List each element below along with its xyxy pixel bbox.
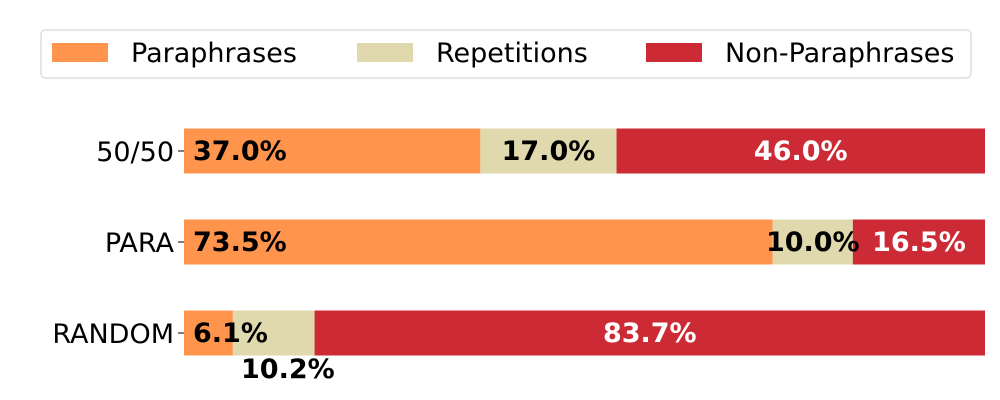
bar-random-paraphrases [184,310,233,356]
bar-random-non-paraphrases [314,310,985,356]
y-tick-label-50-50: 50/50 [96,137,174,168]
legend-label-paraphrases: Paraphrases [131,38,297,69]
bar-para-non-paraphrases [852,219,985,265]
data-label-random-paraphrases: 6.1% [193,318,268,349]
bars [184,128,985,356]
data-label-para-repetitions: 10.0% [766,227,860,258]
data-label-50-50-paraphrases: 37.0% [193,136,287,167]
y-tick-label-random: RANDOM [52,319,174,350]
legend: Paraphrases Repetitions Non-Paraphrases [40,29,972,79]
bar-random-repetitions [232,310,315,356]
data-label-50-50-repetitions: 17.0% [502,136,596,167]
data-label-50-50-non-paraphrases: 46.0% [754,136,848,167]
y-tick-label-para: PARA [105,228,175,259]
bar-50-50-paraphrases [184,128,481,174]
legend-label-non-paraphrases: Non-Paraphrases [725,38,954,69]
data-labels: 37.0% 17.0% 46.0% 73.5% 10.0% 16.5% 6.1% 10.2% 8… [193,136,966,385]
data-label-para-paraphrases: 73.5% [193,227,287,258]
bar-para-repetitions [772,219,853,265]
legend-swatch-repetitions [357,43,413,62]
y-axis: 50/50 PARA RANDOM [52,137,184,350]
data-label-random-non-paraphrases: 83.7% [603,318,697,349]
bar-50-50-non-paraphrases [616,128,985,174]
bar-para-paraphrases [184,219,773,265]
legend-swatch-non-paraphrases [646,43,702,62]
data-label-para-non-paraphrases: 16.5% [872,227,966,258]
legend-label-repetitions: Repetitions [436,38,588,69]
data-label-random-repetitions: 10.2% [241,354,335,385]
legend-swatch-paraphrases [52,43,108,62]
bar-50-50-repetitions [480,128,617,174]
legend-frame [40,29,972,79]
